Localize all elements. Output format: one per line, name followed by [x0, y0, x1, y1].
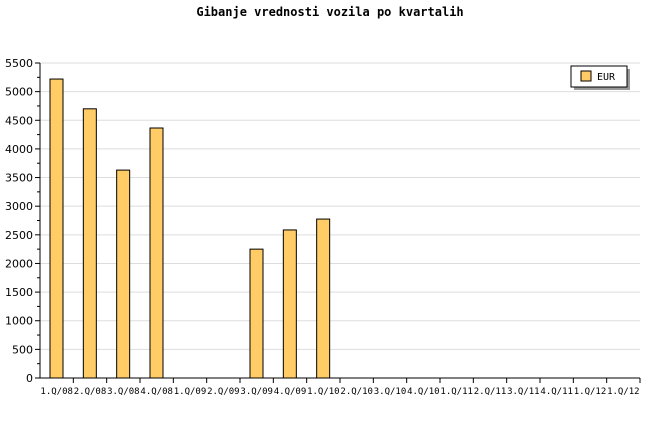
legend-swatch [580, 70, 592, 82]
x-tick-label: 1.Q/12 [574, 387, 607, 397]
bar [282, 229, 297, 379]
x-tick-label: 4.Q/11 [540, 387, 573, 397]
x-tick-label: 1.Q/12 [607, 387, 640, 397]
x-tick-label: 4.Q/10 [407, 387, 440, 397]
y-tick-label: 3000 [5, 200, 33, 213]
bar [49, 78, 64, 379]
bar [249, 248, 264, 379]
y-tick-label: 5000 [5, 86, 33, 99]
bar [116, 169, 131, 379]
x-tick-label: 4.Q/09 [274, 387, 307, 397]
x-tick-label: 4.Q/08 [140, 387, 173, 397]
x-tick-label: 1.Q/10 [307, 387, 340, 397]
chart-title: Gibanje vrednosti vozila po kvartalih [196, 5, 463, 19]
y-tick-label: 500 [12, 343, 33, 356]
x-tick-label: 3.Q/10 [374, 387, 407, 397]
x-tick-label: 1.Q/08 [40, 387, 73, 397]
y-tick-label: 0 [26, 372, 33, 385]
x-tick-label: 3.Q/09 [240, 387, 273, 397]
legend-label: EUR [597, 72, 616, 83]
y-tick-label: 4000 [5, 143, 33, 156]
x-tick-label: 2.Q/09 [207, 387, 240, 397]
x-tick-label: 1.Q/11 [440, 387, 473, 397]
y-tick-label: 2500 [5, 229, 33, 242]
bar [316, 218, 331, 379]
y-tick-label: 2000 [5, 257, 33, 270]
y-tick-label: 3500 [5, 172, 33, 185]
x-tick-label: 1.Q/09 [174, 387, 207, 397]
bar [82, 108, 97, 379]
y-tick-label: 5500 [5, 57, 33, 70]
x-tick-label: 2.Q/10 [340, 387, 373, 397]
x-tick-label: 2.Q/08 [74, 387, 107, 397]
y-tick-label: 1000 [5, 315, 33, 328]
bar [149, 127, 164, 379]
y-tick-label: 4500 [5, 114, 33, 127]
legend: EUR [570, 65, 630, 90]
x-tick-label: 2.Q/11 [474, 387, 507, 397]
x-tick-label: 3.Q/11 [507, 387, 540, 397]
y-tick-label: 1500 [5, 286, 33, 299]
x-tick-label: 3.Q/08 [107, 387, 140, 397]
